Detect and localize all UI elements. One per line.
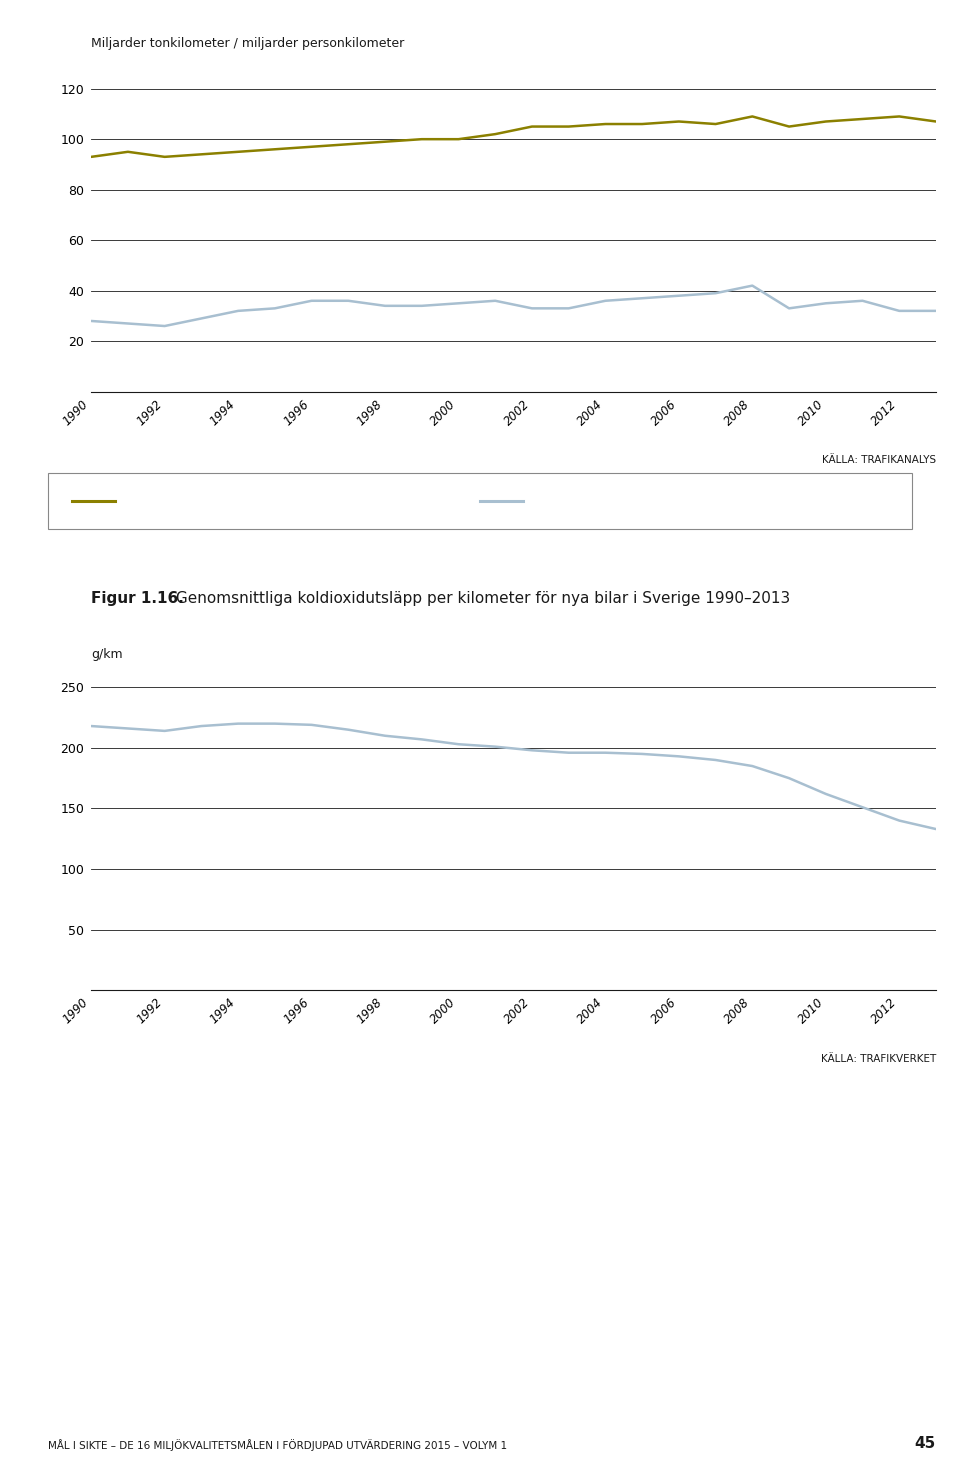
Text: g/km: g/km bbox=[91, 647, 123, 661]
Text: KÄLLA: TRAFIKANALYS: KÄLLA: TRAFIKANALYS bbox=[822, 455, 936, 466]
Text: Passagerartransport, bilar (personkilometer): Passagerartransport, bilar (personkilome… bbox=[127, 495, 391, 507]
Text: Genomsnittliga koldioxidutsläpp per kilometer för nya bilar i Sverige 1990–2013: Genomsnittliga koldioxidutsläpp per kilo… bbox=[171, 591, 790, 606]
Text: Figur 1.16.: Figur 1.16. bbox=[91, 591, 184, 606]
Text: 45: 45 bbox=[915, 1437, 936, 1451]
Text: KÄLLA: TRAFIKVERKET: KÄLLA: TRAFIKVERKET bbox=[821, 1054, 936, 1064]
Text: Miljarder tonkilometer / miljarder personkilometer: Miljarder tonkilometer / miljarder perso… bbox=[91, 37, 404, 50]
Text: Godstransport på väg (tonkilometer): Godstransport på väg (tonkilometer) bbox=[535, 494, 753, 508]
Text: MÅL I SIKTE – DE 16 MILJÖKVALITETSMÅLEN I FÖRDJUPAD UTVÄRDERING 2015 – VOLYM 1: MÅL I SIKTE – DE 16 MILJÖKVALITETSMÅLEN … bbox=[48, 1440, 507, 1451]
